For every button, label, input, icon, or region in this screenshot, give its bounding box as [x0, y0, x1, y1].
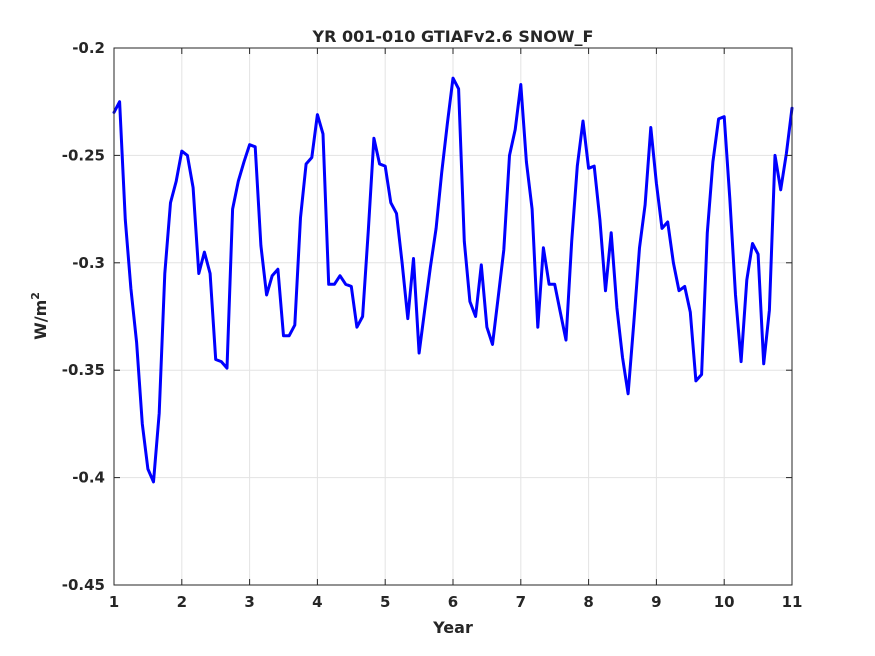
x-tick-label: 8 [583, 593, 593, 611]
y-tick-label: -0.4 [72, 469, 105, 487]
y-tick-label: -0.25 [62, 146, 105, 164]
x-tick-label: 5 [380, 593, 390, 611]
y-axis-title: W/m2 [29, 292, 50, 340]
x-tick-label: 6 [448, 593, 458, 611]
ticks: 1 2 3 4 5 6 7 8 9 10 11 -0.45 -0.4 -0.35 -0.3 -0.25 -0.2 [62, 39, 803, 611]
y-tick-label: -0.2 [72, 39, 105, 57]
x-tick-label: 11 [782, 593, 803, 611]
y-axis-title-base: W/m [31, 300, 50, 340]
x-axis-title: Year [432, 618, 473, 637]
x-tick-label: 1 [109, 593, 119, 611]
series-line [112, 76, 794, 484]
x-tick-label: 3 [244, 593, 254, 611]
y-tick-label: -0.45 [62, 576, 105, 594]
y-tick-label: -0.3 [72, 254, 105, 272]
x-tick-label: 10 [714, 593, 735, 611]
x-tick-label: 7 [516, 593, 526, 611]
x-tick-label: 9 [651, 593, 661, 611]
x-tick-label: 2 [177, 593, 187, 611]
chart-title: YR 001-010 GTIAFv2.6 SNOW_F [312, 27, 594, 46]
y-tick-label: -0.35 [62, 361, 105, 379]
x-tick-label: 4 [312, 593, 322, 611]
series-layer [112, 76, 794, 484]
y-axis-title-superscript: 2 [29, 292, 42, 300]
